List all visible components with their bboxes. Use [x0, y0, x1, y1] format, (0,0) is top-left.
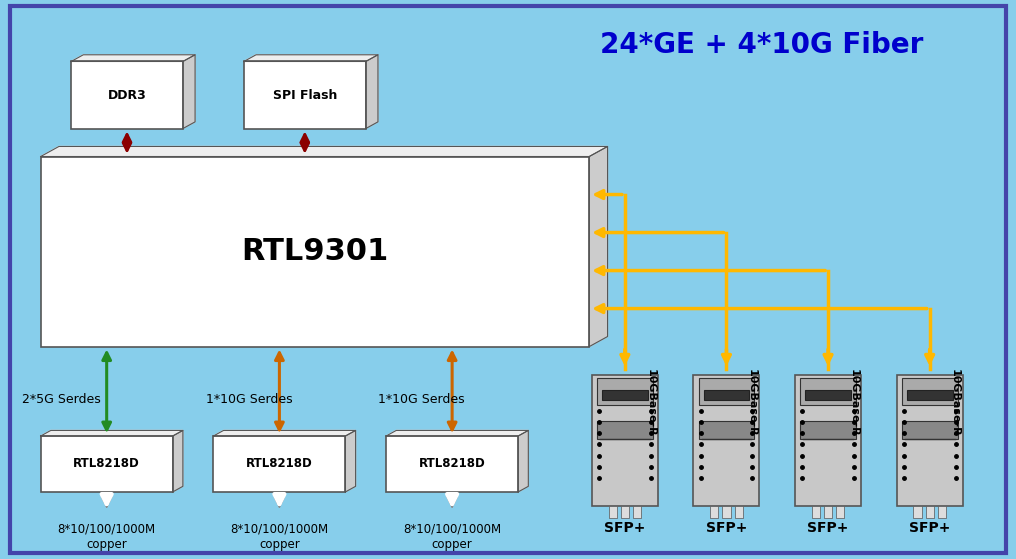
- FancyBboxPatch shape: [597, 421, 653, 439]
- FancyBboxPatch shape: [735, 506, 743, 518]
- FancyBboxPatch shape: [722, 506, 731, 518]
- Text: SFP+: SFP+: [909, 521, 950, 536]
- FancyBboxPatch shape: [41, 157, 589, 347]
- FancyBboxPatch shape: [693, 375, 760, 506]
- FancyBboxPatch shape: [907, 390, 953, 400]
- Text: 24*GE + 4*10G Fiber: 24*GE + 4*10G Fiber: [600, 31, 924, 59]
- Polygon shape: [589, 146, 608, 347]
- Text: 1*10G Serdes: 1*10G Serdes: [378, 393, 465, 406]
- FancyBboxPatch shape: [801, 378, 855, 405]
- Polygon shape: [41, 430, 183, 436]
- Text: RTL8218D: RTL8218D: [73, 457, 140, 471]
- FancyBboxPatch shape: [699, 421, 754, 439]
- Text: RTL9301: RTL9301: [242, 237, 388, 266]
- FancyBboxPatch shape: [597, 378, 653, 405]
- FancyBboxPatch shape: [609, 506, 617, 518]
- Text: 10GBase-R: 10GBase-R: [645, 369, 655, 436]
- FancyBboxPatch shape: [795, 375, 861, 506]
- Text: 2*5G Serdes: 2*5G Serdes: [21, 393, 101, 406]
- Polygon shape: [41, 146, 608, 157]
- FancyBboxPatch shape: [621, 506, 629, 518]
- FancyBboxPatch shape: [812, 506, 820, 518]
- FancyBboxPatch shape: [244, 61, 366, 129]
- FancyBboxPatch shape: [805, 390, 850, 400]
- FancyBboxPatch shape: [601, 390, 648, 400]
- Text: DDR3: DDR3: [108, 88, 146, 102]
- FancyBboxPatch shape: [633, 506, 641, 518]
- Polygon shape: [244, 55, 378, 61]
- FancyBboxPatch shape: [902, 421, 958, 439]
- FancyBboxPatch shape: [824, 506, 832, 518]
- Text: 1*10G Serdes: 1*10G Serdes: [205, 393, 293, 406]
- Text: SFP+: SFP+: [605, 521, 645, 536]
- FancyBboxPatch shape: [699, 378, 754, 405]
- Polygon shape: [213, 430, 356, 436]
- FancyBboxPatch shape: [710, 506, 718, 518]
- FancyBboxPatch shape: [913, 506, 922, 518]
- Polygon shape: [518, 430, 528, 492]
- Text: SFP+: SFP+: [808, 521, 848, 536]
- FancyBboxPatch shape: [938, 506, 946, 518]
- Text: SPI Flash: SPI Flash: [272, 88, 337, 102]
- FancyBboxPatch shape: [836, 506, 844, 518]
- FancyBboxPatch shape: [41, 436, 173, 492]
- Polygon shape: [366, 55, 378, 129]
- FancyBboxPatch shape: [703, 390, 750, 400]
- Polygon shape: [71, 55, 195, 61]
- FancyBboxPatch shape: [926, 506, 934, 518]
- Text: RTL8218D: RTL8218D: [419, 457, 486, 471]
- Text: 10GBase-R: 10GBase-R: [747, 369, 757, 436]
- FancyBboxPatch shape: [801, 421, 855, 439]
- Text: 8*10/100/1000M
copper: 8*10/100/1000M copper: [403, 523, 501, 551]
- Text: 10GBase-R: 10GBase-R: [848, 369, 859, 436]
- Text: 8*10/100/1000M
copper: 8*10/100/1000M copper: [231, 523, 328, 551]
- FancyBboxPatch shape: [591, 375, 658, 506]
- Text: 10GBase-R: 10GBase-R: [950, 369, 960, 436]
- Polygon shape: [345, 430, 356, 492]
- Text: SFP+: SFP+: [706, 521, 747, 536]
- Polygon shape: [173, 430, 183, 492]
- FancyBboxPatch shape: [71, 61, 183, 129]
- FancyBboxPatch shape: [386, 436, 518, 492]
- FancyBboxPatch shape: [897, 375, 963, 506]
- Polygon shape: [386, 430, 528, 436]
- FancyBboxPatch shape: [902, 378, 958, 405]
- FancyBboxPatch shape: [213, 436, 345, 492]
- FancyBboxPatch shape: [10, 6, 1006, 553]
- Polygon shape: [183, 55, 195, 129]
- Text: RTL8218D: RTL8218D: [246, 457, 313, 471]
- Text: 8*10/100/1000M
copper: 8*10/100/1000M copper: [58, 523, 155, 551]
